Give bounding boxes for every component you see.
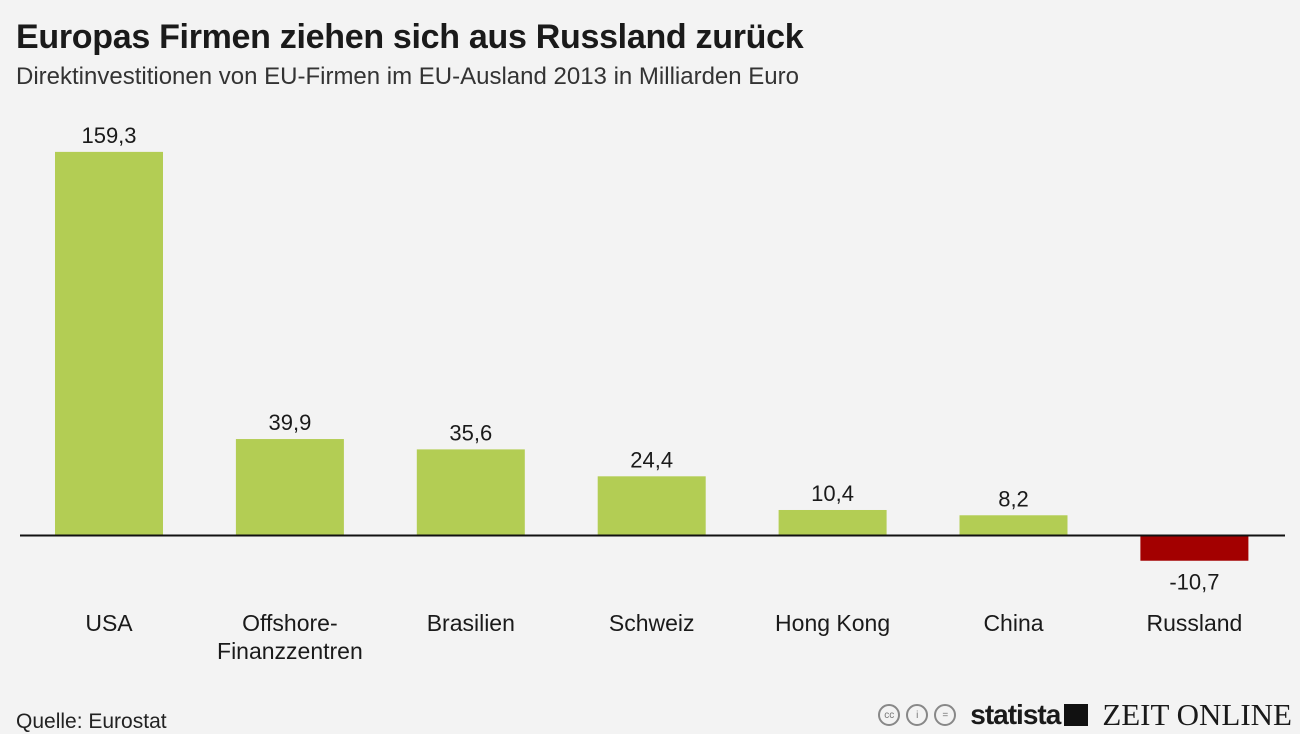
bar-0 xyxy=(55,151,163,536)
data-label-2: 35,6 xyxy=(449,420,492,445)
bar-1 xyxy=(235,439,344,535)
category-label-1: Offshore- xyxy=(242,610,337,636)
chart-title: Europas Firmen ziehen sich aus Russland … xyxy=(16,18,804,56)
bar-5 xyxy=(959,515,1068,535)
cc-license-icons: cc i = xyxy=(878,704,957,726)
bar-chart: 159,3 USA 39,9 Offshore-Finanzzentren 35,6 Br… xyxy=(20,123,1285,664)
bar-3 xyxy=(597,476,706,535)
category-label-3: Schweiz xyxy=(609,610,695,636)
statista-mark-icon xyxy=(1064,704,1089,726)
nd-icon: = xyxy=(934,704,957,726)
zeit-online-logo: ZEIT ONLINE xyxy=(1102,697,1292,732)
data-label-5: 8,2 xyxy=(998,486,1029,511)
bar-2 xyxy=(416,449,525,535)
cc-icon: cc xyxy=(878,704,901,726)
category-label-4: Hong Kong xyxy=(775,610,890,636)
category-label-1: Finanzzentren xyxy=(217,638,363,664)
statista-logo: statista xyxy=(970,699,1089,731)
data-label-0: 159,3 xyxy=(81,123,136,148)
chart-subtitle: Direktinvestitionen von EU-Firmen im EU-… xyxy=(16,63,799,90)
category-label-0: USA xyxy=(85,610,133,636)
data-label-1: 39,9 xyxy=(268,410,311,435)
bar-6 xyxy=(1140,535,1249,561)
source-note: Quelle: Eurostat xyxy=(16,710,167,733)
data-label-6: -10,7 xyxy=(1169,570,1219,595)
bar-4 xyxy=(778,509,887,535)
data-label-4: 10,4 xyxy=(811,481,854,506)
logos: cc i = statista ZEIT ONLINE xyxy=(878,697,1292,733)
category-label-5: China xyxy=(983,610,1043,636)
data-label-3: 24,4 xyxy=(630,447,673,472)
category-label-2: Brasilien xyxy=(427,610,515,636)
category-label-6: Russland xyxy=(1146,610,1242,636)
by-icon: i xyxy=(906,704,929,726)
